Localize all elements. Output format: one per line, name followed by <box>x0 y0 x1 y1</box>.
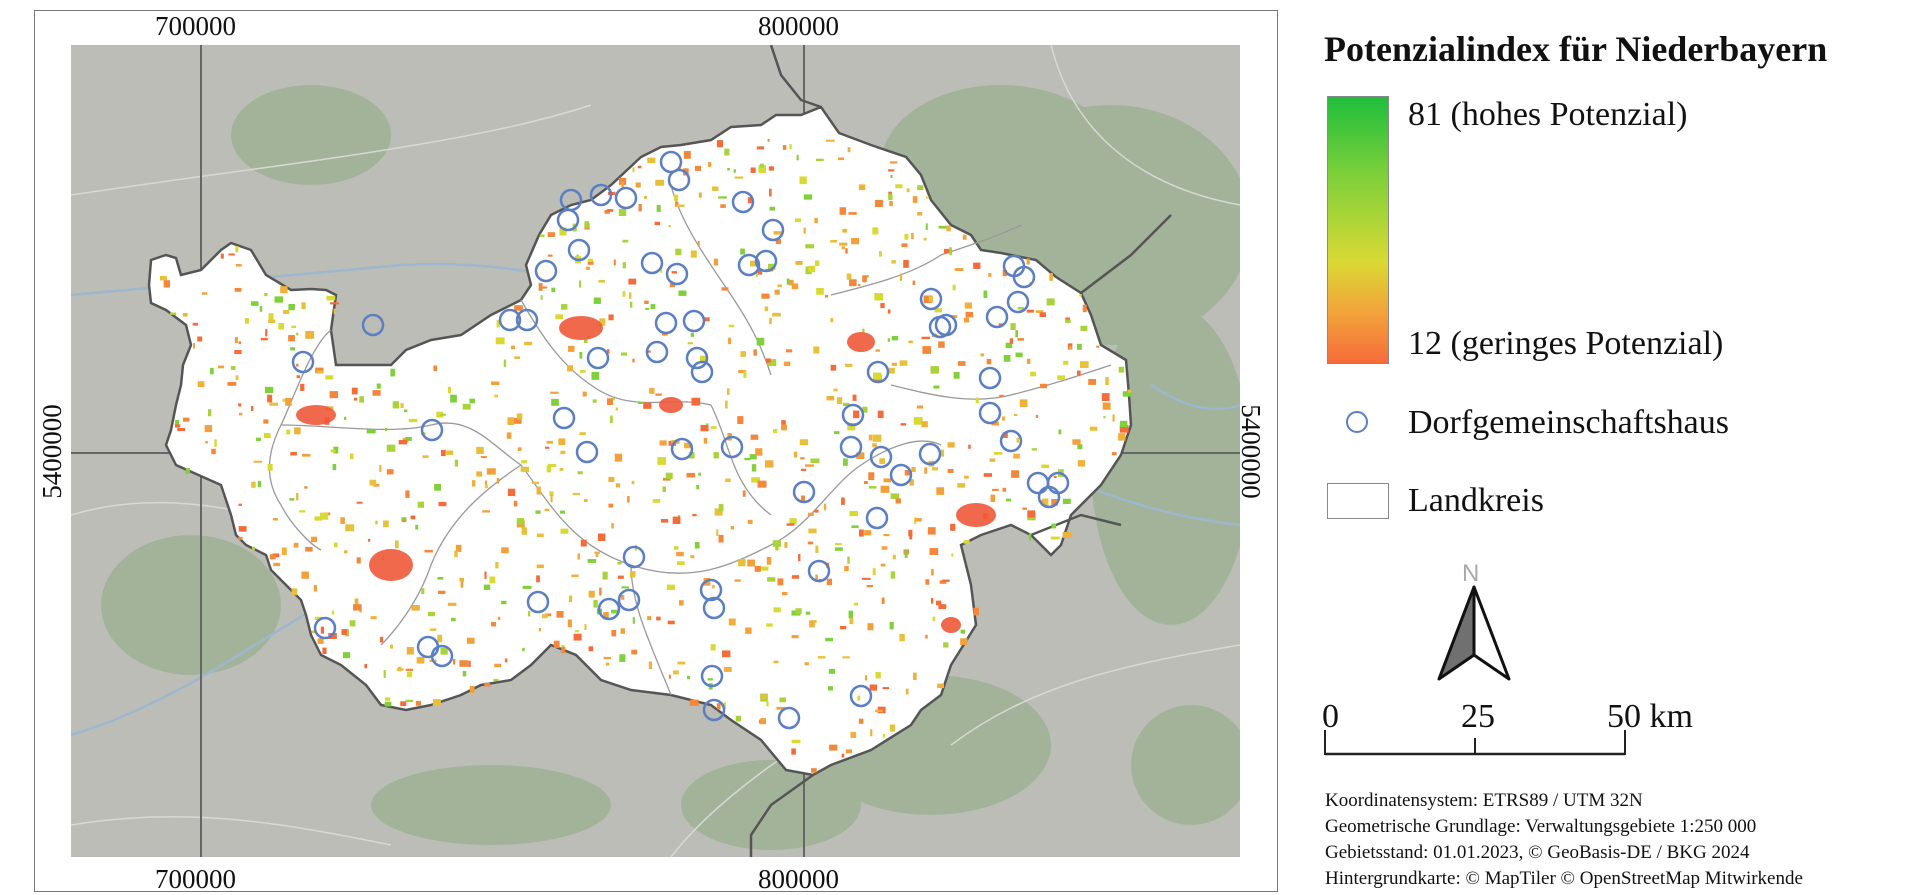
scalebar-label-50: 50 km <box>1607 698 1693 735</box>
x-coord-bottom-800000: 800000 <box>758 864 839 894</box>
dorfgemeinschaftshaus-markers <box>291 150 1070 730</box>
legend-high-label: 81 (hohes Potenzial) <box>1408 96 1688 133</box>
scalebar <box>1324 730 1626 756</box>
legend-low-label: 12 (geringes Potenzial) <box>1408 325 1724 362</box>
legend-title: Potenzialindex für Niederbayern <box>1324 29 1828 69</box>
north-label: N <box>1462 560 1480 587</box>
credits-geometry: Geometrische Grundlage: Verwaltungsgebie… <box>1325 816 1757 837</box>
x-coord-top-700000: 700000 <box>155 11 236 41</box>
y-coord-right-5400000: 5400000 <box>1235 404 1266 499</box>
north-arrow-icon <box>1437 585 1511 681</box>
credits-crs: Koordinatensystem: ETRS89 / UTM 32N <box>1325 790 1643 811</box>
legend-point-label: Dorfgemeinschaftshaus <box>1408 404 1730 441</box>
dorfgemeinschaftshaus-symbol-icon <box>1346 411 1368 433</box>
credits-basemap: Hintergrundkarte: © MapTiler © OpenStree… <box>1325 868 1803 889</box>
credits-date: Gebietsstand: 01.01.2023, © GeoBasis-DE … <box>1325 842 1750 863</box>
potential-gradient-bar <box>1327 96 1389 364</box>
y-coord-left-5400000: 5400000 <box>36 404 67 499</box>
map-canvas[interactable] <box>71 45 1240 857</box>
scalebar-label-0: 0 <box>1322 698 1339 735</box>
map-svg <box>71 45 1240 857</box>
legend-area-label: Landkreis <box>1408 482 1544 519</box>
scalebar-label-25: 25 <box>1461 698 1495 735</box>
map-credits: Koordinatensystem: ETRS89 / UTM 32N Geom… <box>1325 788 1803 892</box>
x-coord-top-800000: 800000 <box>758 11 839 41</box>
legend: Potenzialindex für Niederbayern 81 (hohe… <box>1300 0 1929 895</box>
x-coord-bottom-700000: 700000 <box>155 864 236 894</box>
landkreis-symbol-icon <box>1327 483 1389 519</box>
